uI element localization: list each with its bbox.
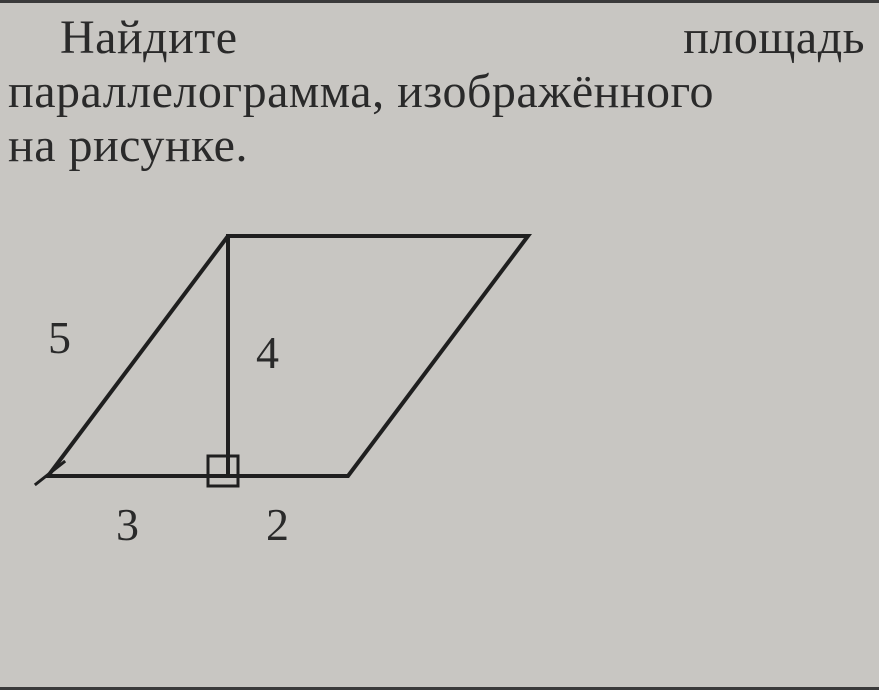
parallelogram-figure: 5 4 3 2 (8, 176, 568, 596)
text-line-2: параллелограмма, изображённого (8, 65, 871, 119)
word-find: Найдите (60, 11, 238, 65)
label-side-5: 5 (48, 311, 71, 364)
word-area: площадь (683, 11, 865, 65)
problem-text: Найдите площадь параллелограмма, изображ… (8, 11, 871, 172)
label-height-4: 4 (256, 326, 279, 379)
label-base-2: 2 (266, 498, 289, 551)
text-line-1: Найдите площадь (8, 11, 871, 65)
text-line-3: на рисунке. (8, 119, 871, 173)
label-base-3: 3 (116, 498, 139, 551)
problem-card: Найдите площадь параллелограмма, изображ… (0, 0, 879, 690)
